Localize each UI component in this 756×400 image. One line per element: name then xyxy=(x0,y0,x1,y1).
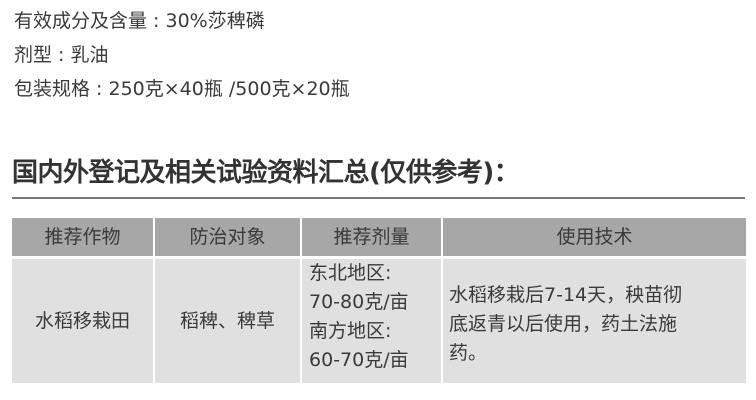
divider xyxy=(12,197,745,199)
cell-crop: 水稻移栽田 xyxy=(12,259,153,383)
dosage-line: 60-70克/亩 xyxy=(309,349,409,371)
dosage-line: 东北地区: xyxy=(309,262,392,284)
technique-line: 水稻移栽后7-14天，秧苗彻 xyxy=(449,284,683,306)
section-heading: 国内外登记及相关试验资料汇总(仅供参考)： xyxy=(12,158,520,188)
cell-dosage: 东北地区: 70-80克/亩 南方地区: 60-70克/亩 xyxy=(302,259,441,383)
cell-target: 稻稗、稗草 xyxy=(155,259,300,383)
dosage-line: 70-80克/亩 xyxy=(309,291,409,313)
dosage-line: 南方地区: xyxy=(309,320,392,342)
cell-technique: 水稻移栽后7-14天，秧苗彻 底返青以后使用，药土法施 药。 xyxy=(443,259,746,383)
header-crop: 推荐作物 xyxy=(12,218,153,256)
header-technique: 使用技术 xyxy=(443,218,746,256)
technique-line: 底返青以后使用，药土法施 xyxy=(449,313,678,335)
spec-active-ingredient: 有效成分及含量 : 30%莎稗磷 xyxy=(14,10,265,32)
spec-packaging: 包装规格 : 250克×40瓶 /500克×20瓶 xyxy=(14,78,350,100)
header-target: 防治对象 xyxy=(155,218,300,256)
technique-line: 药。 xyxy=(449,342,488,364)
header-dosage: 推荐剂量 xyxy=(302,218,441,256)
spec-formulation: 剂型 : 乳油 xyxy=(14,44,109,66)
